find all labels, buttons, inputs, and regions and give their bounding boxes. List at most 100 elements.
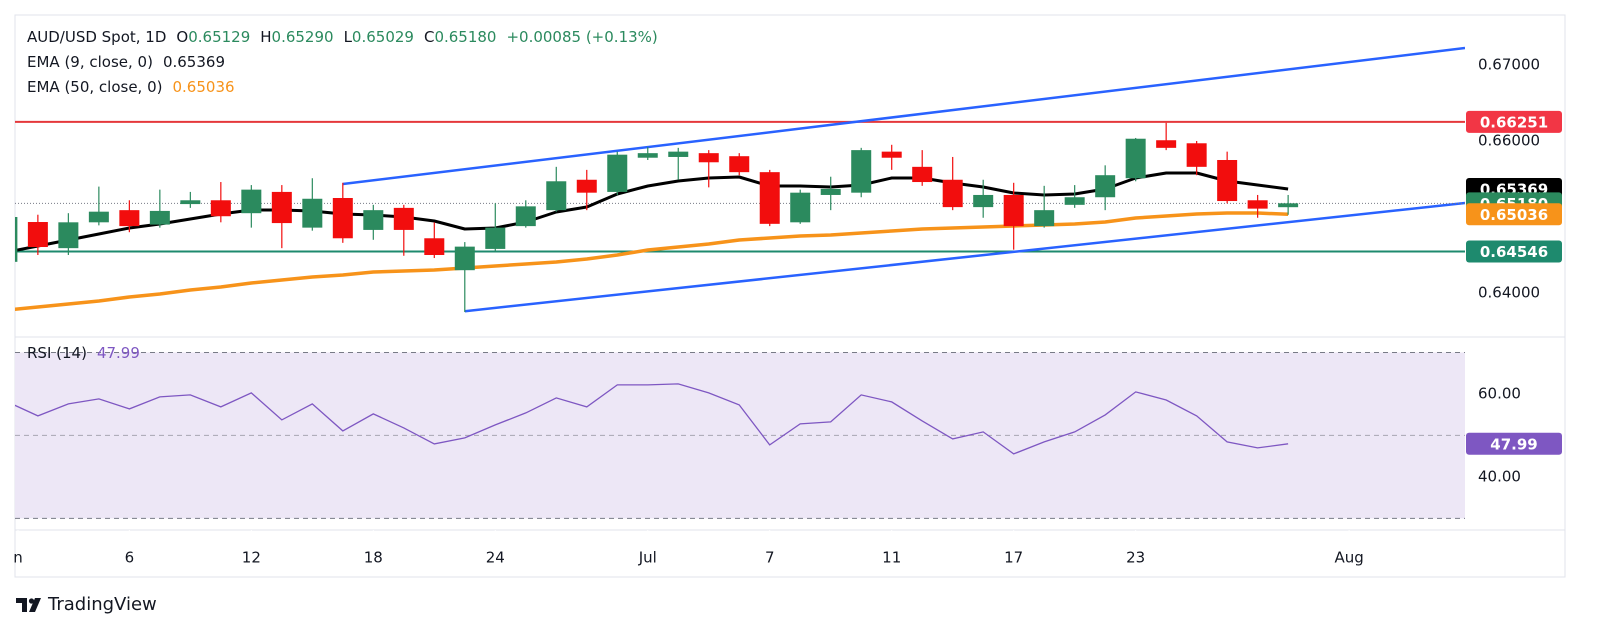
ohlc-value: 0.65180 (434, 28, 496, 46)
ohlc-value: 0.65029 (352, 28, 414, 46)
candle-body (27, 222, 48, 248)
candle-body (912, 166, 933, 183)
candle-body (1064, 197, 1085, 205)
rsi-tag-bg (1466, 432, 1562, 455)
candle (546, 166, 567, 212)
candle-body (729, 156, 750, 173)
candle-body (119, 210, 140, 227)
price-tag: 0.66251 (1466, 110, 1562, 133)
ohlc-value: 0.65290 (272, 28, 334, 46)
y-tick-label: 40.00 (1478, 467, 1521, 485)
candle-body (546, 181, 567, 211)
candle (302, 178, 323, 231)
ohlc-key: C (424, 28, 434, 46)
candle-body (1003, 194, 1024, 227)
chart-frame (14, 14, 1566, 578)
candle-body (1278, 203, 1299, 208)
candle-body (332, 197, 353, 239)
candle (973, 179, 994, 218)
x-tick-label: 17 (1004, 549, 1023, 567)
candle (27, 214, 48, 255)
legend-rsi: RSI (14) 47.99 (27, 344, 140, 362)
candle (149, 189, 170, 228)
legend-ema: EMA (9, close, 0) 0.65369 (27, 53, 225, 71)
candle (1186, 141, 1207, 176)
candle (576, 169, 597, 211)
price-tag-bg (1466, 240, 1562, 263)
candle-body (1217, 159, 1238, 202)
candle (332, 182, 353, 243)
candle (881, 144, 902, 170)
y-tick-label: 60.00 (1478, 384, 1521, 402)
candle (942, 156, 963, 211)
price-pane (15, 46, 1465, 313)
ohlc-key: H (260, 28, 271, 46)
candle-body (881, 151, 902, 158)
x-tick-label: 6 (125, 549, 135, 567)
candle (912, 150, 933, 186)
ohlc-key: O (176, 28, 188, 46)
candle (607, 151, 628, 195)
candle (271, 185, 292, 249)
brand-logo (16, 598, 41, 612)
price-tag-text: 0.65036 (1480, 206, 1548, 224)
candle (1217, 151, 1238, 204)
rsi-tag-text: 47.99 (1490, 435, 1537, 453)
candle-body (424, 238, 445, 255)
legend-ohlc: AUD/USD Spot, 1D O0.65129 H0.65290 L0.65029… (27, 28, 658, 46)
candle-body (759, 172, 780, 224)
candle (1278, 194, 1299, 215)
x-tick-label: n (13, 549, 23, 567)
candle-body (668, 151, 689, 157)
candle (1247, 194, 1268, 218)
candle (210, 182, 231, 223)
symbol: AUD/USD Spot, 1D (27, 28, 166, 46)
candle (58, 213, 79, 255)
candle-body (515, 206, 536, 227)
candle-body (241, 189, 262, 214)
x-tick-label: 18 (364, 549, 383, 567)
rsi-line (15, 383, 1289, 455)
price-tag-text: 0.64546 (1480, 243, 1548, 261)
candle (698, 150, 719, 188)
candle-body (271, 191, 292, 224)
price-tag: 0.65036 (1466, 203, 1562, 226)
y-tick-label: 0.66000 (1478, 132, 1540, 150)
candle (1064, 185, 1085, 208)
candle (363, 204, 384, 240)
candle-body (15, 216, 18, 262)
legend-name: EMA (9, close, 0) (27, 53, 153, 71)
legend-value: 0.65369 (163, 53, 225, 71)
candle (424, 222, 445, 259)
change: +0.00085 (+0.13%) (506, 28, 657, 46)
candle (485, 203, 506, 252)
candle-body (607, 154, 628, 192)
candle-body (1095, 175, 1116, 198)
x-tick-label: 24 (486, 549, 505, 567)
candle (729, 153, 750, 176)
rsi-tag: 47.99 (1466, 432, 1562, 455)
candle (1156, 122, 1177, 151)
candle (1003, 182, 1024, 250)
candle (180, 191, 201, 208)
legend-value: 0.65036 (173, 78, 235, 96)
candle-body (454, 246, 475, 271)
candle-body (698, 153, 719, 163)
candle-body (851, 150, 872, 193)
candle (759, 169, 780, 227)
candle (88, 186, 109, 226)
candle (515, 200, 536, 228)
brand-name: TradingView (47, 594, 157, 615)
candle-body (820, 188, 841, 195)
candle (790, 189, 811, 224)
candle (393, 204, 414, 256)
candle-body (485, 227, 506, 249)
price-tag: 0.64546 (1466, 240, 1562, 263)
candle (241, 185, 262, 228)
candle-body (637, 153, 658, 158)
candle-body (88, 211, 109, 223)
candle-body (973, 194, 994, 208)
trend-line (464, 201, 1465, 313)
candle (1125, 137, 1146, 182)
